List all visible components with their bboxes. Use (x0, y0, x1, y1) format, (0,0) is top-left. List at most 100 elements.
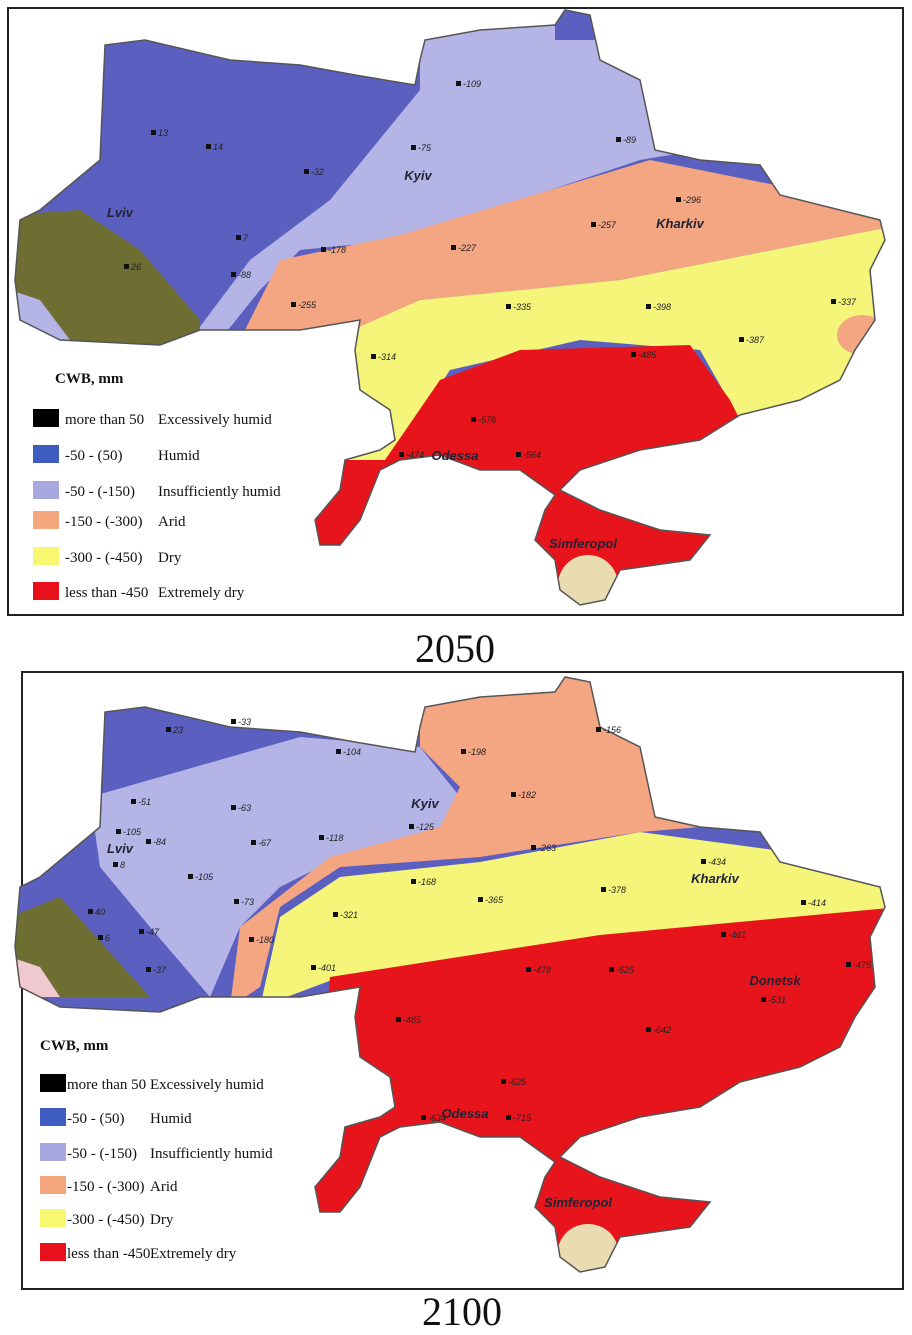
station-marker (526, 967, 531, 972)
station-marker (236, 235, 241, 240)
station-marker (421, 1115, 426, 1120)
station-marker (616, 137, 621, 142)
station-marker (411, 145, 416, 150)
station-value: -51 (138, 797, 151, 807)
legend-swatch (33, 481, 59, 499)
station-value: -105 (195, 872, 214, 882)
station-marker (676, 197, 681, 202)
station-value: 40 (95, 907, 105, 917)
station-value: -32 (311, 167, 324, 177)
station-marker (234, 899, 239, 904)
station-value: -257 (598, 220, 617, 230)
station-value: -125 (416, 822, 435, 832)
legend-swatch (40, 1176, 66, 1194)
station-marker (456, 81, 461, 86)
station-marker (831, 299, 836, 304)
station-value: -89 (623, 135, 636, 145)
station-marker (333, 912, 338, 917)
station-value: -73 (241, 897, 254, 907)
station-value: 7 (243, 233, 249, 243)
station-value: -178 (328, 245, 346, 255)
station-value: -478 (533, 965, 551, 975)
legend-swatch (40, 1209, 66, 1227)
station-value: -84 (153, 837, 166, 847)
station-marker (506, 304, 511, 309)
legend-range: -50 - (-150) (65, 484, 135, 500)
city-label: Simferopol (549, 536, 617, 551)
station-value: -525 (616, 965, 635, 975)
station-marker (591, 222, 596, 227)
station-value: -109 (463, 79, 481, 89)
station-value: -105 (123, 827, 142, 837)
legend-swatch (40, 1074, 66, 1092)
station-marker (231, 805, 236, 810)
station-marker (319, 835, 324, 840)
station-value: -37 (153, 965, 167, 975)
station-marker (601, 887, 606, 892)
station-marker (516, 452, 521, 457)
station-value: -198 (468, 747, 486, 757)
station-value: -168 (418, 877, 436, 887)
station-value: 8 (120, 860, 125, 870)
legend-swatch (40, 1108, 66, 1126)
legend-swatch (33, 511, 59, 529)
station-marker (646, 304, 651, 309)
station-value: -335 (513, 302, 532, 312)
station-marker (739, 337, 744, 342)
station-marker (251, 840, 256, 845)
legend-range: -150 - (-300) (65, 514, 142, 530)
station-value: -485 (403, 1015, 422, 1025)
station-marker (411, 879, 416, 884)
station-value: -67 (258, 838, 272, 848)
station-value: -182 (518, 790, 536, 800)
legend-label: Insufficiently humid (150, 1146, 273, 1162)
legend-range: -50 - (-150) (67, 1146, 137, 1162)
station-value: -398 (653, 302, 671, 312)
legend-label: Arid (158, 514, 186, 530)
station-marker (471, 417, 476, 422)
legend-label: Extremely dry (158, 585, 245, 601)
station-value: -461 (728, 930, 746, 940)
station-value: -434 (708, 857, 726, 867)
station-marker (531, 845, 536, 850)
station-marker (336, 749, 341, 754)
station-value: -104 (343, 747, 361, 757)
legend-swatch (40, 1243, 66, 1261)
station-marker (113, 862, 118, 867)
station-marker (721, 932, 726, 937)
station-marker (291, 302, 296, 307)
station-marker (131, 799, 136, 804)
station-marker (701, 859, 706, 864)
legend-label: Arid (150, 1179, 178, 1195)
legend-range: -50 - (50) (67, 1111, 124, 1127)
station-marker (188, 874, 193, 879)
station-marker (846, 962, 851, 967)
legend-label: Humid (150, 1111, 192, 1127)
station-marker (451, 245, 456, 250)
legend-range: more than 50 (65, 412, 144, 428)
station-marker (151, 130, 156, 135)
station-marker (761, 997, 766, 1002)
station-value: -485 (638, 350, 657, 360)
station-marker (249, 937, 254, 942)
station-marker (124, 264, 129, 269)
station-value: -263 (538, 843, 556, 853)
city-label: Kharkiv (656, 216, 704, 231)
station-marker (609, 967, 614, 972)
station-value: -321 (340, 910, 358, 920)
station-value: -474 (406, 450, 424, 460)
legend-range: less than -450 (65, 585, 148, 601)
station-value: 6 (105, 933, 110, 943)
station-marker (146, 839, 151, 844)
station-value: -378 (608, 885, 626, 895)
city-label: Lviv (107, 841, 134, 856)
station-value: -634 (428, 1113, 446, 1123)
legend-label: Humid (158, 448, 200, 464)
city-label: Odessa (432, 448, 479, 463)
legend-range: -50 - (50) (65, 448, 122, 464)
legend-title: CWB, mm (40, 1038, 109, 1054)
station-value: -33 (238, 717, 251, 727)
station-marker (631, 352, 636, 357)
station-value: -564 (523, 450, 541, 460)
